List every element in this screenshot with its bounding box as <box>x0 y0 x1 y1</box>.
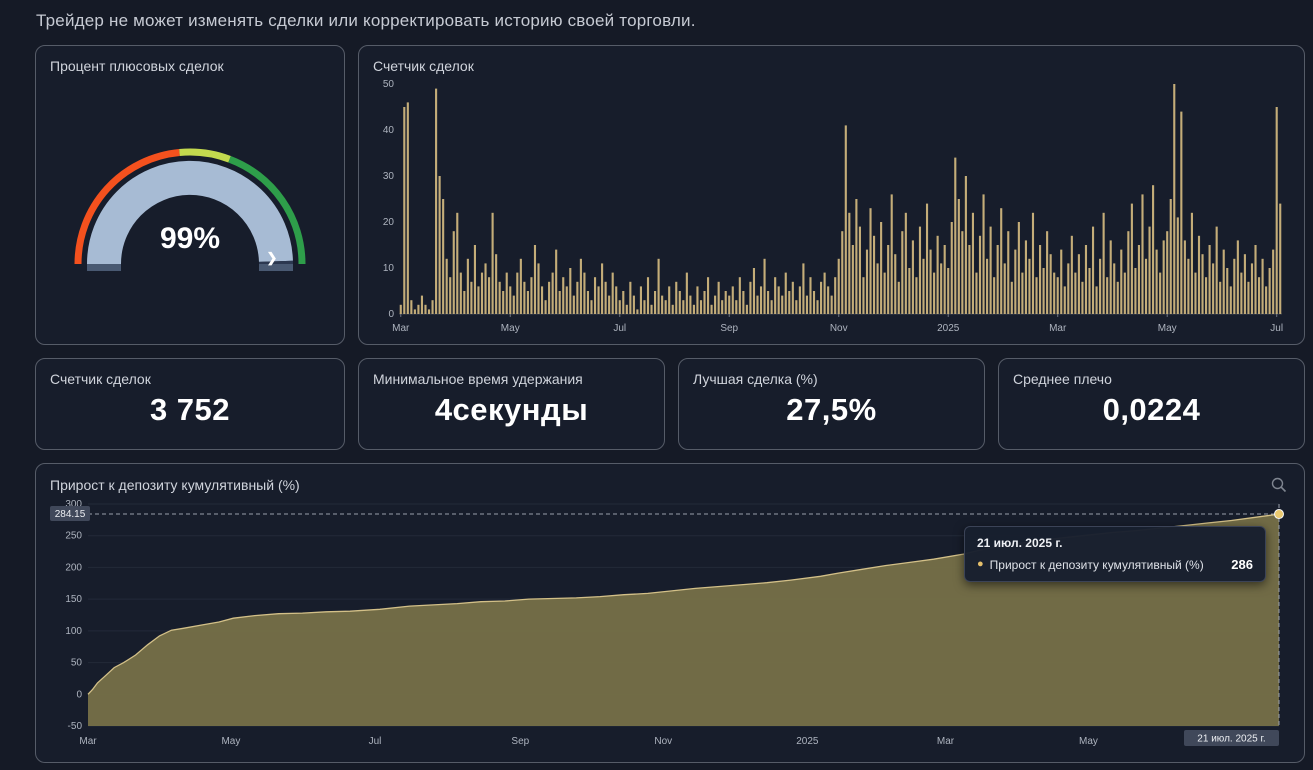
stat-title: Среднее плечо <box>1013 371 1112 387</box>
svg-text:Nov: Nov <box>654 736 672 747</box>
magnifier-icon[interactable] <box>1270 476 1288 494</box>
svg-text:May: May <box>221 736 240 747</box>
svg-text:Jul: Jul <box>1270 323 1283 334</box>
win-rate-card-title: Процент плюсовых сделок <box>50 58 224 74</box>
stat-title: Минимальное время удержания <box>373 371 583 387</box>
svg-text:2025: 2025 <box>937 323 960 334</box>
svg-text:99%: 99% <box>160 222 220 255</box>
svg-text:Jul: Jul <box>369 736 382 747</box>
svg-text:❯: ❯ <box>267 250 278 266</box>
svg-text:50: 50 <box>383 79 395 90</box>
stat-title: Лучшая сделка (%) <box>693 371 818 387</box>
cumulative-gain-chart-title: Прирост к депозиту кумулятивный (%) <box>50 477 300 493</box>
svg-text:0: 0 <box>388 309 394 320</box>
svg-text:May: May <box>501 323 520 334</box>
tooltip-date: 21 июл. 2025 г. <box>977 536 1063 550</box>
stat-value: 4секунды <box>434 392 589 427</box>
stat-card-trade-count: Счетчик сделок 3 752 <box>35 358 345 450</box>
svg-text:10: 10 <box>383 263 395 274</box>
svg-text:Sep: Sep <box>720 323 738 334</box>
svg-text:May: May <box>1079 736 1098 747</box>
cumulative-gain-chart-card: Прирост к депозиту кумулятивный (%) -50 0… <box>35 463 1305 763</box>
stat-value: 27,5% <box>786 392 877 427</box>
svg-text:100: 100 <box>65 626 82 637</box>
trade-count-chart-card: Счетчик сделок 0 10 20 30 40 50 Mar May Jul Sep No… <box>358 45 1305 345</box>
svg-text:200: 200 <box>65 562 82 573</box>
win-rate-card: Процент плюсовых сделок 99% ❯ <box>35 45 345 345</box>
series-marker-icon: ● <box>977 558 984 570</box>
svg-text:20: 20 <box>383 217 395 228</box>
disclaimer-text: Трейдер не может изменять сделки или кор… <box>36 11 696 30</box>
stat-card-best-trade: Лучшая сделка (%) 27,5% <box>678 358 985 450</box>
stat-card-min-hold-time: Минимальное время удержания 4секунды <box>358 358 665 450</box>
trade-count-chart-title: Счетчик сделок <box>373 58 474 74</box>
stat-value: 0,0224 <box>1102 392 1201 427</box>
svg-text:-50: -50 <box>68 721 83 732</box>
win-rate-gauge: 99% ❯ <box>50 74 330 326</box>
svg-text:Mar: Mar <box>1049 323 1067 334</box>
svg-text:40: 40 <box>383 125 395 136</box>
svg-text:Mar: Mar <box>392 323 410 334</box>
svg-text:2025: 2025 <box>796 736 819 747</box>
stat-card-avg-leverage: Среднее плечо 0,0224 <box>998 358 1305 450</box>
svg-text:0: 0 <box>76 689 82 700</box>
svg-text:30: 30 <box>383 171 395 182</box>
svg-text:May: May <box>1158 323 1177 334</box>
svg-text:284.15: 284.15 <box>55 509 86 520</box>
svg-text:250: 250 <box>65 531 82 542</box>
svg-text:300: 300 <box>65 499 82 510</box>
svg-text:Mar: Mar <box>79 736 97 747</box>
svg-text:Mar: Mar <box>937 736 955 747</box>
svg-text:Sep: Sep <box>511 736 529 747</box>
trade-count-bar-chart[interactable]: 0 10 20 30 40 50 Mar May Jul Sep Nov 2025 Mar May Jul <box>373 74 1290 336</box>
svg-text:Nov: Nov <box>830 323 848 334</box>
tooltip-series-value: 286 <box>1231 557 1253 572</box>
tooltip-series-name: Прирост к депозиту кумулятивный (%) <box>989 557 1204 572</box>
svg-text:150: 150 <box>65 594 82 605</box>
stat-title: Счетчик сделок <box>50 371 151 387</box>
chart-tooltip: 21 июл. 2025 г. ● Прирост к депозиту кум… <box>964 526 1266 582</box>
svg-text:21 июл. 2025 г.: 21 июл. 2025 г. <box>1197 734 1265 745</box>
svg-text:Jul: Jul <box>613 323 626 334</box>
stat-value: 3 752 <box>149 392 231 427</box>
svg-text:50: 50 <box>71 658 83 669</box>
